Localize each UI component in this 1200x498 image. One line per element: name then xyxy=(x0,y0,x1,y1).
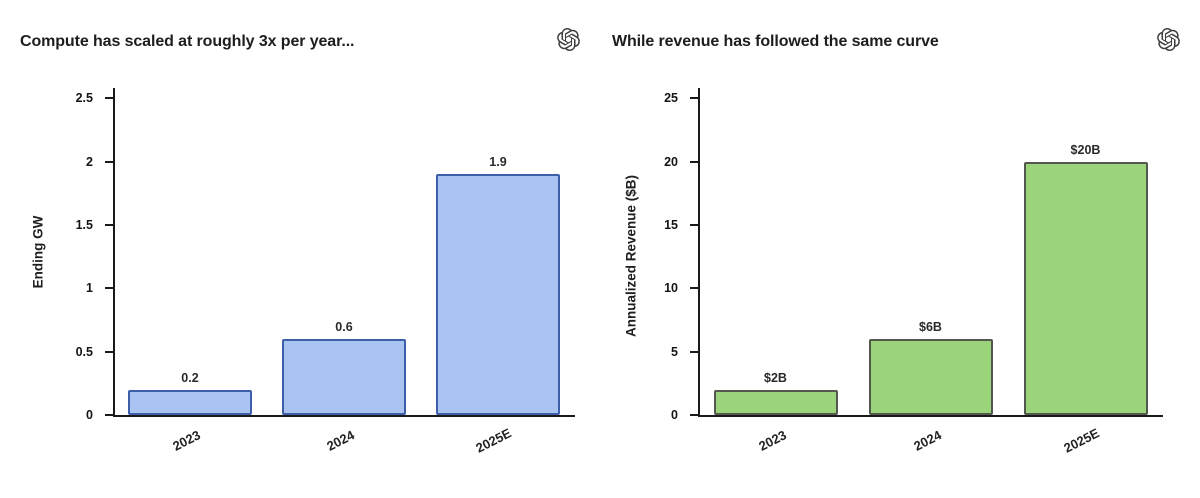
y-tick-label: 1.5 xyxy=(75,217,93,232)
y-tick-mark xyxy=(690,350,698,353)
openai-logo-icon xyxy=(1157,28,1180,51)
revenue-bars: $2B $6B $20B xyxy=(698,88,1163,415)
x-tick-label: 2023 xyxy=(755,427,789,454)
x-tick-slot: 2023 xyxy=(113,421,267,471)
bar-2024 xyxy=(282,338,406,415)
x-tick-label: 2023 xyxy=(170,427,203,454)
x-tick-label: 2024 xyxy=(324,427,357,454)
compute-y-axis-label: Ending GW xyxy=(30,215,46,289)
compute-plot-area: 0 0.5 1 1.5 2 2.5 0.2 0.6 1.9 xyxy=(76,88,575,422)
compute-x-axis-spine xyxy=(113,415,575,417)
compute-chart: Compute has scaled at roughly 3x per yea… xyxy=(20,0,600,471)
bar-value-label: 1.9 xyxy=(489,155,507,170)
revenue-x-axis-spine xyxy=(698,415,1163,417)
y-tick-mark xyxy=(690,97,698,100)
y-tick-label: 2 xyxy=(86,154,93,169)
revenue-y-axis-spine xyxy=(698,88,700,417)
bar-value-label: $20B xyxy=(1070,142,1101,157)
bar-2025E xyxy=(436,174,560,415)
bar-value-label: $6B xyxy=(919,319,942,334)
y-tick-label: 25 xyxy=(664,91,678,106)
bar-2025E xyxy=(1023,161,1148,415)
y-tick-label: 10 xyxy=(664,281,678,296)
bar-slot-2025E: 1.9 xyxy=(421,88,575,415)
compute-bars: 0.2 0.6 1.9 xyxy=(113,88,575,415)
y-tick-mark xyxy=(105,414,113,416)
y-tick-label: 1 xyxy=(86,281,93,296)
revenue-plot-area: 0 5 10 15 20 25 $2B $6B $20B xyxy=(664,88,1163,422)
y-tick-label: 2.5 xyxy=(75,91,93,106)
compute-y-axis-spine xyxy=(113,88,115,417)
bar-value-label: $2B xyxy=(764,370,787,385)
x-tick-slot: 2024 xyxy=(267,421,421,471)
bar-value-label: 0.6 xyxy=(335,319,353,334)
bar-slot-2024: 0.6 xyxy=(267,88,421,415)
y-tick-mark xyxy=(105,160,113,163)
y-tick-label: 0 xyxy=(671,408,678,422)
x-tick-slot: 2024 xyxy=(853,421,1008,471)
bar-2023 xyxy=(128,389,252,415)
revenue-x-tick-labels: 2023 2024 2025E xyxy=(698,421,1163,471)
bar-2023 xyxy=(713,389,838,415)
revenue-chart: While revenue has followed the same curv… xyxy=(600,0,1200,498)
y-tick-label: 15 xyxy=(664,217,678,232)
x-tick-label: 2025E xyxy=(1060,425,1102,456)
bar-slot-2023: $2B xyxy=(698,88,853,415)
bar-value-label: 0.2 xyxy=(181,370,199,385)
y-tick-label: 5 xyxy=(671,344,678,359)
y-tick-mark xyxy=(105,350,113,353)
y-tick-mark xyxy=(690,160,698,163)
y-tick-mark xyxy=(690,287,698,290)
openai-logo-icon xyxy=(557,28,580,51)
x-tick-slot: 2025E xyxy=(421,421,575,471)
y-tick-label: 0.5 xyxy=(75,344,93,359)
compute-x-tick-labels: 2023 2024 2025E xyxy=(113,421,575,471)
x-tick-label: 2025E xyxy=(473,425,514,456)
bar-2024 xyxy=(868,338,993,415)
bar-slot-2023: 0.2 xyxy=(113,88,267,415)
y-tick-label: 20 xyxy=(664,154,678,169)
y-tick-mark xyxy=(105,223,113,226)
y-tick-mark xyxy=(105,287,113,290)
bar-slot-2024: $6B xyxy=(853,88,1008,415)
compute-y-ticks: 0 0.5 1 1.5 2 2.5 xyxy=(76,88,575,422)
bar-slot-2025E: $20B xyxy=(1008,88,1163,415)
revenue-y-axis-label: Annualized Revenue ($B) xyxy=(623,174,639,338)
revenue-chart-title: While revenue has followed the same curv… xyxy=(612,33,939,50)
revenue-y-ticks: 0 5 10 15 20 25 xyxy=(664,88,1163,422)
x-tick-slot: 2023 xyxy=(698,421,853,471)
y-tick-mark xyxy=(690,414,698,416)
x-tick-slot: 2025E xyxy=(1008,421,1163,471)
y-tick-mark xyxy=(105,97,113,100)
x-tick-label: 2024 xyxy=(910,427,944,454)
y-tick-mark xyxy=(690,223,698,226)
y-tick-label: 0 xyxy=(86,408,93,422)
compute-chart-title: Compute has scaled at roughly 3x per yea… xyxy=(20,33,355,50)
